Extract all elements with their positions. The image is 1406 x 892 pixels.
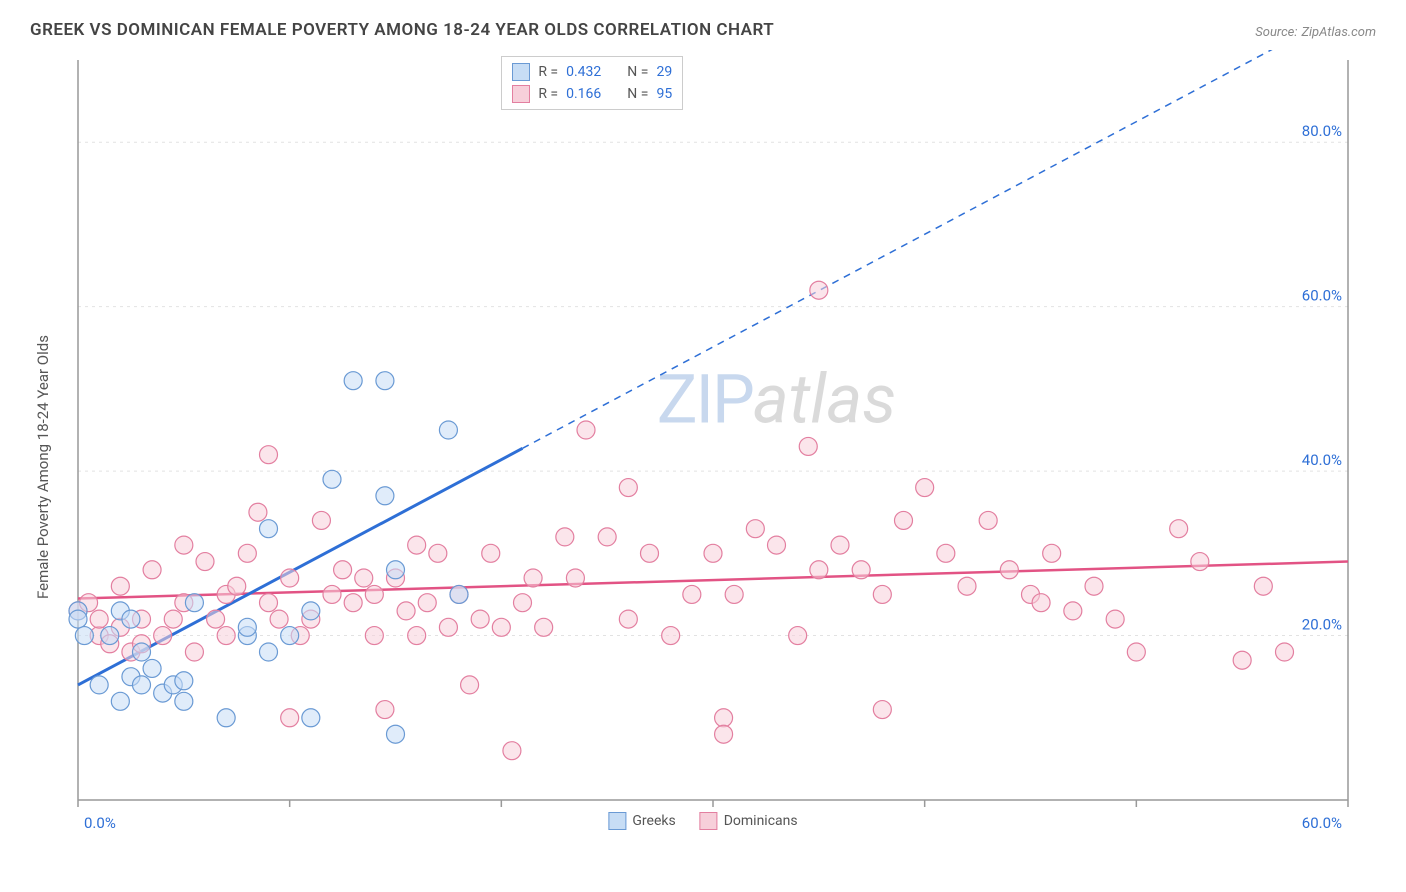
svg-text:0.0%: 0.0%	[84, 814, 116, 832]
swatch-greeks	[512, 63, 530, 81]
legend-r-greeks: 0.432	[566, 64, 601, 80]
svg-text:20.0%: 20.0%	[1302, 616, 1342, 634]
legend-row-greeks: R = 0.432 N = 29	[512, 61, 672, 83]
legend-r-label: R =	[538, 64, 558, 80]
chart-area: 20.0% 40.0% 60.0% 80.0% ZIPatlas 0.0% 60.0% Fem…	[30, 50, 1376, 840]
series-legend: Greeks Dominicans	[608, 812, 797, 830]
legend-row-dominicans: R = 0.166 N = 95	[512, 83, 672, 105]
swatch-greeks	[608, 812, 626, 830]
legend-item-greeks: Greeks	[608, 812, 675, 830]
legend-n-dominicans: 95	[656, 86, 672, 102]
correlation-legend: R = 0.432 N = 29 R = 0.166 N = 95	[501, 56, 683, 110]
swatch-dominicans	[700, 812, 718, 830]
legend-label-dominicans: Dominicans	[724, 813, 798, 829]
scatter-chart: 20.0% 40.0% 60.0% 80.0% ZIPatlas 0.0% 60.0% Fem…	[30, 50, 1360, 840]
legend-n-greeks: 29	[656, 64, 672, 80]
legend-n-label: N =	[627, 86, 648, 102]
svg-text:ZIPatlas: ZIPatlas	[657, 360, 897, 440]
legend-item-dominicans: Dominicans	[700, 812, 798, 830]
legend-r-label: R =	[538, 86, 558, 102]
legend-r-dominicans: 0.166	[566, 86, 601, 102]
source: Source: ZipAtlas.com	[1255, 21, 1376, 40]
legend-n-label: N =	[627, 64, 648, 80]
chart-title: GREEK VS DOMINICAN FEMALE POVERTY AMONG …	[30, 20, 774, 40]
svg-text:60.0%: 60.0%	[1302, 814, 1342, 832]
svg-text:40.0%: 40.0%	[1302, 451, 1342, 469]
svg-text:Female Poverty Among 18-24 Yea: Female Poverty Among 18-24 Year Olds	[34, 335, 52, 599]
source-value: ZipAtlas.com	[1301, 25, 1376, 40]
swatch-dominicans	[512, 85, 530, 103]
legend-label-greeks: Greeks	[632, 813, 675, 829]
svg-text:60.0%: 60.0%	[1302, 287, 1342, 305]
svg-text:80.0%: 80.0%	[1302, 122, 1342, 140]
source-label: Source:	[1255, 25, 1297, 40]
